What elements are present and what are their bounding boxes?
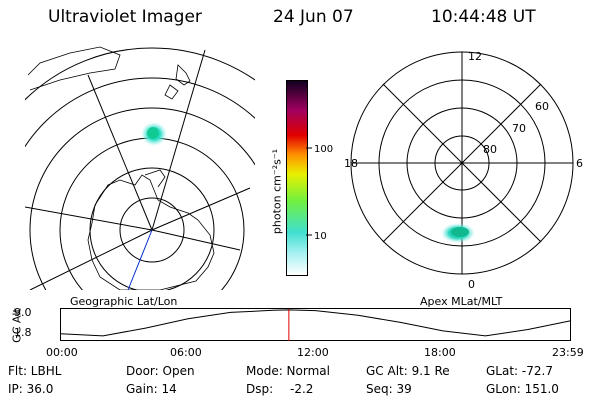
- mode-info: Mode: Normal: [246, 364, 330, 378]
- gain-info: Gain: 14: [126, 382, 177, 396]
- orbit-xtick-2: 12:00: [297, 346, 329, 359]
- orbit-xtick-1: 06:00: [170, 346, 202, 359]
- door-info: Door: Open: [126, 364, 195, 378]
- orbit-xtick-4: 23:59: [552, 346, 584, 359]
- orbit-ytick-high: 9.0: [14, 306, 32, 319]
- mlt-label-6: 6: [576, 157, 583, 170]
- coastline-australia: [27, 46, 121, 91]
- gc-alt-info: GC Alt: 9.1 Re: [366, 364, 450, 378]
- filter-info: Flt: LBHL: [8, 364, 62, 378]
- colorbar-ticks: 100 10: [306, 144, 333, 242]
- seq-info: Seq: 39: [366, 382, 412, 396]
- orbit-xtick-3: 18:00: [424, 346, 456, 359]
- coastline-nz: [164, 64, 191, 100]
- glon-info: GLon: 151.0: [486, 382, 559, 396]
- header-time: 10:44:48 UT: [431, 7, 536, 27]
- geographic-map: [25, 46, 255, 291]
- ip-info: IP: 36.0: [8, 382, 54, 396]
- header-date: 24 Jun 07: [273, 7, 354, 27]
- orbit-altitude-line: [60, 309, 571, 337]
- magnetic-map: 12 18 6 0 60 70 80: [344, 50, 583, 291]
- colorbar-tick-10: 10: [314, 231, 327, 242]
- coastline-antarctica: [87, 174, 215, 290]
- mlat-label-60: 60: [535, 100, 549, 113]
- orbit-xtick-0: 00:00: [46, 346, 78, 359]
- colorbar-tick-100: 100: [314, 144, 333, 155]
- left-panel-caption: Geographic Lat/Lon: [70, 295, 178, 308]
- right-panel-caption: Apex MLat/MLT: [420, 295, 503, 308]
- dsp-label: Dsp:: [246, 382, 274, 396]
- glat-info: GLat: -72.7: [486, 364, 553, 378]
- mlat-label-80: 80: [483, 143, 497, 156]
- longitude-lines: [25, 49, 251, 290]
- colorbar-unit-label: photon cm⁻²s⁻¹: [270, 148, 284, 235]
- mlt-label-18: 18: [344, 157, 358, 170]
- colorbar: [286, 80, 308, 276]
- orbit-altitude-plot: [60, 308, 571, 341]
- page-title: Ultraviolet Imager: [48, 7, 202, 27]
- orbit-ytick-low: 1.8: [14, 326, 32, 339]
- dsp-value: -2.2: [290, 382, 314, 396]
- mlat-label-70: 70: [512, 122, 526, 135]
- mlt-label-12: 12: [468, 50, 482, 63]
- satellite-track: [127, 229, 153, 291]
- mlt-label-0: 0: [468, 278, 475, 291]
